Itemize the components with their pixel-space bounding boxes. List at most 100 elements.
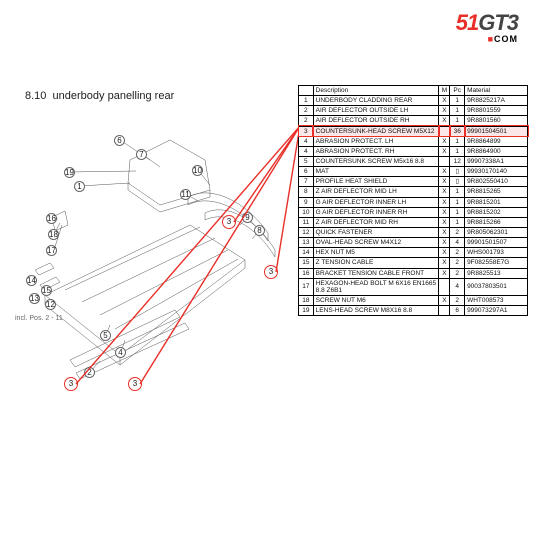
table-row: 18SCREW NUT M6X2WHT008573 bbox=[299, 295, 528, 305]
cell-m: X bbox=[439, 295, 450, 305]
cell-no: 9 bbox=[299, 197, 314, 207]
cell-mat: 99901501507 bbox=[465, 238, 528, 248]
cell-no: 17 bbox=[299, 278, 314, 295]
cell-pc: 1 bbox=[450, 116, 465, 126]
parts-table: Description M Pc Material 1 UNDERBODY CLA… bbox=[298, 85, 528, 316]
callout-5: 5 bbox=[100, 330, 111, 341]
col-pc: Pc bbox=[450, 86, 465, 96]
table-row: 9G AIR DEFLECTOR INNER LHX19R8815201 bbox=[299, 197, 528, 207]
cell-desc: G AIR DEFLECTOR INNER RH bbox=[313, 207, 439, 217]
callout-10: 10 bbox=[192, 165, 203, 176]
table-row: 12QUICK FASTENERX29R805062301 bbox=[299, 227, 528, 237]
cell-mat: 9R8825513 bbox=[465, 268, 528, 278]
cell-pc: 36 bbox=[450, 126, 465, 136]
table-row: 11Z AIR DEFLECTOR MID RHX19R8815266 bbox=[299, 217, 528, 227]
cell-m: X bbox=[439, 227, 450, 237]
cell-desc: G AIR DEFLECTOR INNER LH bbox=[313, 197, 439, 207]
col-desc: Description bbox=[313, 86, 439, 96]
cell-pc: 12 bbox=[450, 156, 465, 166]
cell-pc: 1 bbox=[450, 207, 465, 217]
parts-table-wrap: Description M Pc Material 1 UNDERBODY CLA… bbox=[298, 85, 528, 316]
cell-no: 12 bbox=[299, 227, 314, 237]
cell-mat: 9R8825217A bbox=[465, 96, 528, 106]
cell-m: X bbox=[439, 258, 450, 268]
table-row: 14HEX NUT M5X2WHS001793 bbox=[299, 248, 528, 258]
callout-12: 12 bbox=[45, 299, 56, 310]
cell-desc: HEX NUT M5 bbox=[313, 248, 439, 258]
callout-4: 4 bbox=[115, 347, 126, 358]
cell-m: X bbox=[439, 136, 450, 146]
table-row: 15Z TENSION CABLEX29F082558E7G bbox=[299, 258, 528, 268]
cell-desc: HEXAGON-HEAD BOLT M 6X16 EN1665 8.8 Z6B1 bbox=[313, 278, 439, 295]
cell-no: 4 bbox=[299, 136, 314, 146]
cell-mat: 99907338A1 bbox=[465, 156, 528, 166]
table-row: 3COUNTERSUNK-HEAD SCREW M5X1236999015045… bbox=[299, 126, 528, 136]
cell-no: 2 bbox=[299, 106, 314, 116]
callout-16: 16 bbox=[46, 213, 57, 224]
cell-desc: AIR DEFLECTOR OUTSIDE LH bbox=[313, 106, 439, 116]
cell-desc: SCREW NUT M6 bbox=[313, 295, 439, 305]
cell-no: 4 bbox=[299, 146, 314, 156]
callout-9: 9 bbox=[242, 212, 253, 223]
cell-desc: Z AIR DEFLECTOR MID RH bbox=[313, 217, 439, 227]
table-row: 8Z AIR DEFLECTOR MID LHX19R8815265 bbox=[299, 187, 528, 197]
cell-mat: 99930170140 bbox=[465, 167, 528, 177]
callout-highlight-3: 3 bbox=[264, 265, 278, 279]
cell-pc: 2 bbox=[450, 268, 465, 278]
cell-no: 14 bbox=[299, 248, 314, 258]
cell-mat: 9R8815202 bbox=[465, 207, 528, 217]
cell-pc: 1 bbox=[450, 217, 465, 227]
section-title: 8.10 underbody panelling rear bbox=[25, 90, 174, 102]
col-mat: Material bbox=[465, 86, 528, 96]
cell-m: X bbox=[439, 106, 450, 116]
cell-pc: 2 bbox=[450, 248, 465, 258]
callout-11: 11 bbox=[180, 189, 191, 200]
cell-mat: 9F082558E7G bbox=[465, 258, 528, 268]
callout-1: 1 bbox=[74, 181, 85, 192]
cell-m bbox=[439, 126, 450, 136]
cell-pc: 1 bbox=[450, 96, 465, 106]
cell-m bbox=[439, 278, 450, 295]
col-m: M bbox=[439, 86, 450, 96]
callout-19: 19 bbox=[64, 167, 75, 178]
cell-pc: 1 bbox=[450, 187, 465, 197]
include-note: incl. Pos. 2 - 11 bbox=[15, 315, 63, 322]
logo-brand-left: 51 bbox=[456, 10, 478, 35]
cell-m: X bbox=[439, 238, 450, 248]
cell-pc: 6 bbox=[450, 306, 465, 316]
cell-no: 6 bbox=[299, 167, 314, 177]
table-row: 7PROFILE HEAT SHIELDX▯9R802550410 bbox=[299, 177, 528, 187]
table-row: 1UNDERBODY CLADDING REARX19R8825217A bbox=[299, 96, 528, 106]
callout-14: 14 bbox=[26, 275, 37, 286]
cell-mat: 999073297A1 bbox=[465, 306, 528, 316]
cell-mat: 9R8801559 bbox=[465, 106, 528, 116]
table-row: 5COUNTERSUNK SCREW M5x16 8.81299907338A1 bbox=[299, 156, 528, 166]
table-header-row: Description M Pc Material bbox=[299, 86, 528, 96]
cell-desc: Z TENSION CABLE bbox=[313, 258, 439, 268]
table-row: 16BRACKET TENSION CABLE FRONTX29R8825513 bbox=[299, 268, 528, 278]
cell-pc: 1 bbox=[450, 197, 465, 207]
callout-17: 17 bbox=[46, 245, 57, 256]
cell-no: 3 bbox=[299, 126, 314, 136]
cell-desc: ABRASION PROTECT. LH bbox=[313, 136, 439, 146]
cell-m: X bbox=[439, 116, 450, 126]
cell-desc: QUICK FASTENER bbox=[313, 227, 439, 237]
cell-pc: ▯ bbox=[450, 177, 465, 187]
cell-desc: UNDERBODY CLADDING REAR bbox=[313, 96, 439, 106]
callout-13: 13 bbox=[29, 293, 40, 304]
cell-pc: 4 bbox=[450, 278, 465, 295]
cell-desc: LENS-HEAD SCREW M8X16 8.8 bbox=[313, 306, 439, 316]
callout-6: 6 bbox=[114, 135, 125, 146]
cell-pc: 1 bbox=[450, 106, 465, 116]
cell-desc: OVAL-HEAD SCREW M4X12 bbox=[313, 238, 439, 248]
cell-desc: AIR DEFLECTOR OUTSIDE RH bbox=[313, 116, 439, 126]
table-row: 4ABRASION PROTECT. LHX19R8864899 bbox=[299, 136, 528, 146]
cell-m: X bbox=[439, 177, 450, 187]
cell-no: 7 bbox=[299, 177, 314, 187]
callout-highlight-3: 3 bbox=[64, 377, 78, 391]
cell-mat: 99901504501 bbox=[465, 126, 528, 136]
cell-mat: 9R8801560 bbox=[465, 116, 528, 126]
cell-no: 13 bbox=[299, 238, 314, 248]
cell-m: X bbox=[439, 146, 450, 156]
cell-m: X bbox=[439, 248, 450, 258]
